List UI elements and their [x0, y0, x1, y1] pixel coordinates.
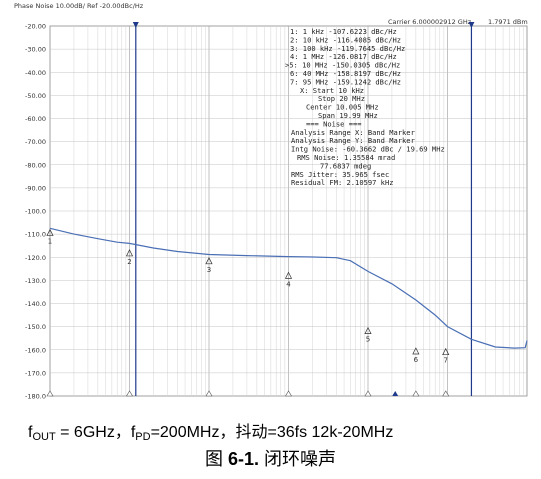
x-axis-marker-tri	[412, 390, 420, 397]
y-tick-label: -150.0	[25, 323, 46, 331]
readout-line: RMS Noise: 1.35584 mrad	[297, 153, 395, 162]
phase-noise-plot: Phase Noise 10.00dB/ Ref -20.00dBc/Hz Ca…	[14, 2, 528, 401]
x-axis-marker-tri	[284, 390, 293, 397]
readout-line: 7: 95 MHz -159.1242 dBc/Hz	[290, 77, 401, 86]
y-tick-label: -110.0	[25, 231, 46, 239]
marker-5-label: 5	[366, 336, 370, 344]
y-tick-label: -90.00	[25, 184, 46, 192]
x-axis-marker-tri	[364, 390, 372, 397]
trace-series	[49, 227, 528, 349]
figure-prefix: 图	[204, 449, 228, 469]
y-tick-label: -160.0	[25, 346, 46, 354]
marker-6-label: 6	[414, 356, 419, 364]
y-tick-label: -100.0	[25, 208, 46, 216]
caption-conditions: fOUT = 6GHz，fPD=200MHz，抖动=36fs 12k-20MHz	[28, 418, 393, 443]
y-tick-label: -180.0	[25, 393, 46, 401]
readout-line: X: Start 10 kHz	[300, 86, 364, 95]
x-axis-marker-tri	[442, 390, 450, 397]
x-axis-marker-tri	[46, 390, 54, 397]
y-tick-label: -70.00	[25, 138, 46, 146]
readout-line: Stop 20 MHz	[318, 94, 365, 103]
readout-line: 2: 10 kHz -116.4085 dBc/Hz	[290, 35, 401, 44]
readout-line: 77.6837 mdeg	[320, 161, 371, 170]
y-tick-label: -170.0	[25, 369, 46, 377]
marker-2-label: 2	[127, 258, 131, 266]
level-readout: 1.7971 dBm	[488, 18, 528, 26]
readout-line: === Noise ===	[306, 119, 362, 128]
phase-noise-chart: Phase Noise 10.00dB/ Ref -20.00dBc/Hz Ca…	[14, 2, 528, 401]
y-tick-label: -30.00	[25, 46, 46, 54]
figure-number: 6-1.	[227, 449, 260, 469]
plot-grid	[49, 25, 528, 397]
plot-header-left: Phase Noise 10.00dB/ Ref -20.00dBc/Hz	[14, 2, 144, 10]
y-tick-label: -80.00	[25, 161, 46, 169]
marker-4-triangle	[284, 271, 293, 279]
marker-readout-table: 1: 1 kHz -107.6223 dBc/Hz2: 10 kHz -116.…	[285, 27, 445, 187]
caption-pd-sub: PD	[135, 431, 151, 443]
readout-line: 3: 100 kHz -119.7645 dBc/Hz	[290, 44, 405, 53]
carrier-readout: Carrier 6.000002912 GHz	[388, 18, 472, 26]
band-marker-flag	[468, 22, 475, 28]
y-tick-label: -50.00	[25, 92, 46, 100]
caption-out-sub: OUT	[32, 431, 56, 443]
readout-line: >5: 10 MHz -150.0305 dBc/Hz	[285, 61, 400, 70]
y-tick-label: -40.00	[25, 69, 46, 77]
y-tick-labels: -20.00 -30.00 -40.00 -50.00 -60.00 -70.00 -80.…	[25, 23, 46, 401]
marker-2-triangle	[125, 249, 134, 257]
x-axis-marker-tri	[125, 390, 134, 397]
readout-line: Analysis Range Y: Band Marker	[291, 136, 415, 145]
readout-line: Center 10.005 MHz	[306, 103, 379, 112]
marker-4-label: 4	[286, 280, 291, 288]
band-markers	[132, 22, 475, 396]
readout-line: Intg Noise: -60.3662 dBc / 19.69 MHz	[291, 145, 445, 154]
caption-rest: =200MHz，抖动=36fs 12k-20MHz	[150, 424, 394, 441]
figure-caption: 图 6-1. 闭环噪声	[0, 445, 541, 471]
marker-1-label: 1	[48, 238, 52, 246]
marker-1-triangle	[46, 228, 54, 236]
figure-title: 闭环噪声	[259, 449, 337, 469]
caption-out-eq: = 6GHz，f	[55, 424, 136, 441]
readout-line: Span 19.99 MHz	[318, 111, 378, 120]
marker-3-label: 3	[207, 266, 211, 274]
y-tick-label: -60.00	[25, 115, 46, 123]
phase-noise-trace	[49, 227, 528, 349]
marker-3-triangle	[205, 257, 213, 265]
y-tick-label: -130.0	[25, 277, 46, 285]
marker-7-label: 7	[443, 357, 447, 365]
marker-6-triangle	[412, 347, 420, 355]
readout-line: 1: 1 kHz -107.6223 dBc/Hz	[290, 27, 397, 36]
y-tick-label: -140.0	[25, 300, 46, 308]
readout-line: RMS Jitter: 35.965 fsec	[291, 170, 389, 179]
x-axis-marker-tri	[205, 390, 213, 397]
readout-line: 6: 40 MHz -158.8197 dBc/Hz	[290, 69, 401, 78]
y-tick-label: -120.0	[25, 254, 46, 262]
y-tick-label: -20.00	[25, 23, 46, 31]
marker-7-triangle	[442, 347, 450, 356]
marker-5-triangle	[364, 326, 372, 334]
readout-line: 4: 1 MHz -126.0817 dBc/Hz	[290, 52, 397, 61]
trace-markers: 1 2 3 4 5 6 7	[46, 228, 450, 365]
x-axis-markers	[46, 390, 450, 397]
x-axis-active-marker	[392, 391, 399, 396]
readout-line: Residual FM: 2.10597 kHz	[291, 178, 394, 187]
band-marker-flag	[132, 22, 139, 28]
caption-f: f	[28, 424, 33, 441]
readout-line: Analysis Range X: Band Marker	[291, 128, 415, 137]
